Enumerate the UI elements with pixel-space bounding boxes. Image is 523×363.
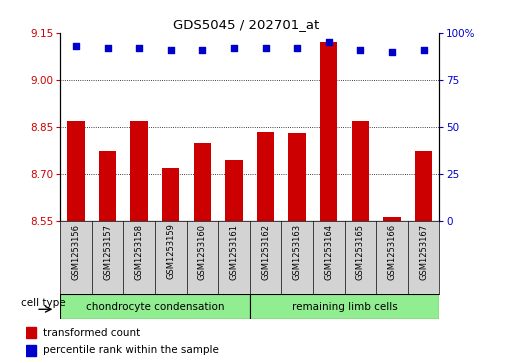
Text: GSM1253161: GSM1253161 bbox=[230, 224, 238, 280]
Text: GSM1253165: GSM1253165 bbox=[356, 224, 365, 280]
Bar bbox=[99, 151, 116, 221]
Point bbox=[388, 49, 396, 54]
Text: GDS5045 / 202701_at: GDS5045 / 202701_at bbox=[173, 18, 319, 31]
Point bbox=[135, 45, 143, 51]
Point bbox=[262, 45, 270, 51]
Bar bbox=[67, 121, 85, 221]
Bar bbox=[26, 327, 36, 338]
Point bbox=[230, 45, 238, 51]
Bar bbox=[351, 121, 369, 221]
Bar bbox=[162, 168, 179, 221]
Text: remaining limb cells: remaining limb cells bbox=[292, 302, 397, 312]
Text: GSM1253157: GSM1253157 bbox=[103, 224, 112, 280]
Text: transformed count: transformed count bbox=[43, 328, 141, 338]
Bar bbox=[26, 345, 36, 356]
Point bbox=[419, 47, 428, 53]
Point bbox=[293, 45, 301, 51]
Text: GSM1253164: GSM1253164 bbox=[324, 224, 333, 280]
Text: cell type: cell type bbox=[21, 298, 66, 308]
Point bbox=[325, 39, 333, 45]
Text: GSM1253166: GSM1253166 bbox=[388, 224, 396, 280]
Text: GSM1253156: GSM1253156 bbox=[72, 224, 81, 280]
Bar bbox=[320, 42, 337, 221]
Point bbox=[166, 47, 175, 53]
Text: GSM1253162: GSM1253162 bbox=[261, 224, 270, 280]
Point bbox=[356, 47, 365, 53]
Bar bbox=[257, 132, 274, 221]
Text: GSM1253163: GSM1253163 bbox=[293, 224, 302, 280]
FancyBboxPatch shape bbox=[60, 294, 250, 319]
Text: GSM1253160: GSM1253160 bbox=[198, 224, 207, 280]
Point bbox=[104, 45, 112, 51]
Bar bbox=[289, 133, 306, 221]
Text: percentile rank within the sample: percentile rank within the sample bbox=[43, 345, 219, 355]
Point bbox=[198, 47, 207, 53]
Point bbox=[72, 43, 80, 49]
FancyBboxPatch shape bbox=[250, 294, 439, 319]
Text: chondrocyte condensation: chondrocyte condensation bbox=[86, 302, 224, 312]
Bar bbox=[130, 121, 148, 221]
Text: GSM1253167: GSM1253167 bbox=[419, 224, 428, 280]
Bar bbox=[383, 217, 401, 221]
Text: GSM1253159: GSM1253159 bbox=[166, 224, 175, 280]
Bar bbox=[415, 151, 432, 221]
Text: GSM1253158: GSM1253158 bbox=[134, 224, 144, 280]
Bar bbox=[194, 143, 211, 221]
Bar bbox=[225, 160, 243, 221]
